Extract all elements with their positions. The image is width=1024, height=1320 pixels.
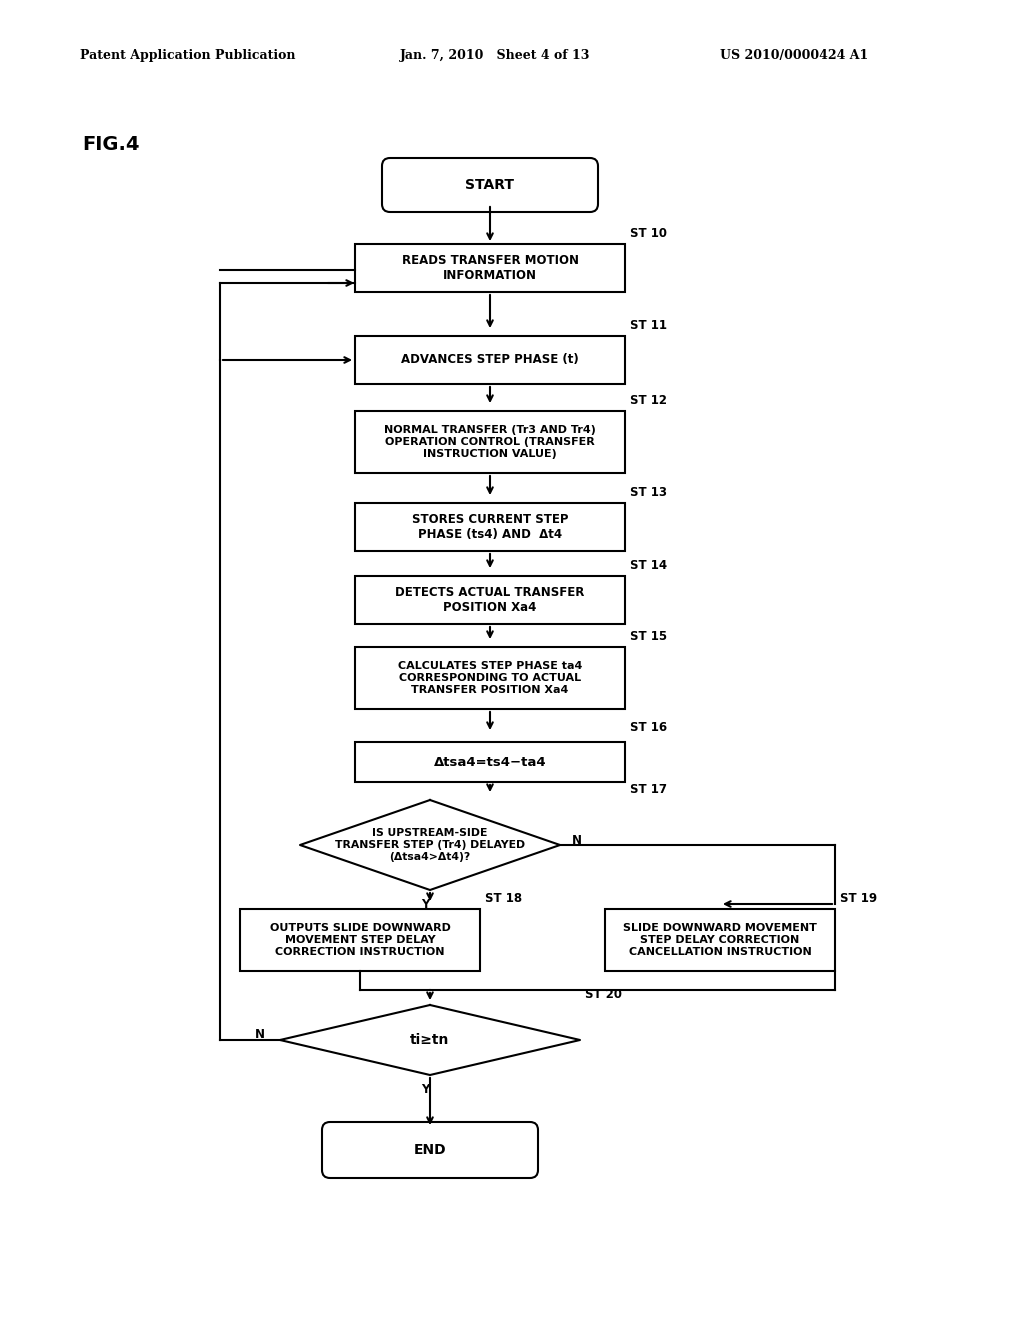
Text: NORMAL TRANSFER (Tr3 AND Tr4)
OPERATION CONTROL (TRANSFER
INSTRUCTION VALUE): NORMAL TRANSFER (Tr3 AND Tr4) OPERATION … [384, 425, 596, 458]
Text: Y: Y [421, 1082, 429, 1096]
Bar [240, 909, 480, 972]
Text: ST 13: ST 13 [630, 486, 667, 499]
Text: START: START [466, 178, 514, 191]
Text: N: N [572, 833, 582, 846]
Text: ST 15: ST 15 [630, 630, 667, 643]
Text: ADVANCES STEP PHASE (t): ADVANCES STEP PHASE (t) [401, 354, 579, 367]
Text: ST 11: ST 11 [630, 319, 667, 333]
Text: US 2010/0000424 A1: US 2010/0000424 A1 [720, 49, 868, 62]
Text: OUTPUTS SLIDE DOWNWARD
MOVEMENT STEP DELAY
CORRECTION INSTRUCTION: OUTPUTS SLIDE DOWNWARD MOVEMENT STEP DEL… [269, 924, 451, 957]
Text: READS TRANSFER MOTION
INFORMATION: READS TRANSFER MOTION INFORMATION [401, 253, 579, 282]
Bar [355, 742, 625, 781]
Bar [355, 503, 625, 550]
Text: ti≥tn: ti≥tn [411, 1034, 450, 1047]
Text: Y: Y [421, 898, 429, 911]
Text: SLIDE DOWNWARD MOVEMENT
STEP DELAY CORRECTION
CANCELLATION INSTRUCTION: SLIDE DOWNWARD MOVEMENT STEP DELAY CORRE… [623, 924, 817, 957]
Bar [355, 647, 625, 709]
Text: ST 16: ST 16 [630, 721, 667, 734]
Text: DETECTS ACTUAL TRANSFER
POSITION Xa4: DETECTS ACTUAL TRANSFER POSITION Xa4 [395, 586, 585, 614]
Text: CALCULATES STEP PHASE ta4
CORRESPONDING TO ACTUAL
TRANSFER POSITION Xa4: CALCULATES STEP PHASE ta4 CORRESPONDING … [397, 661, 583, 694]
Text: END: END [414, 1143, 446, 1158]
Text: ST 20: ST 20 [585, 987, 622, 1001]
Bar [355, 244, 625, 292]
Text: FIG.4: FIG.4 [82, 136, 139, 154]
Text: ST 10: ST 10 [630, 227, 667, 240]
Bar [355, 411, 625, 473]
Bar [605, 909, 835, 972]
Polygon shape [300, 800, 560, 890]
Text: IS UPSTREAM-SIDE
TRANSFER STEP (Tr4) DELAYED
(Δtsa4>Δt4)?: IS UPSTREAM-SIDE TRANSFER STEP (Tr4) DEL… [335, 829, 525, 862]
Text: Δtsa4=ts4−ta4: Δtsa4=ts4−ta4 [434, 755, 547, 768]
Bar [355, 337, 625, 384]
Text: Patent Application Publication: Patent Application Publication [80, 49, 296, 62]
FancyBboxPatch shape [322, 1122, 538, 1177]
FancyBboxPatch shape [382, 158, 598, 213]
Bar [355, 576, 625, 624]
Text: ST 18: ST 18 [485, 892, 522, 906]
Text: Jan. 7, 2010   Sheet 4 of 13: Jan. 7, 2010 Sheet 4 of 13 [400, 49, 591, 62]
Polygon shape [280, 1005, 580, 1074]
Text: ST 14: ST 14 [630, 558, 667, 572]
Text: STORES CURRENT STEP
PHASE (ts4) AND  Δt4: STORES CURRENT STEP PHASE (ts4) AND Δt4 [412, 513, 568, 541]
Text: ST 19: ST 19 [840, 892, 878, 906]
Text: N: N [255, 1028, 265, 1041]
Text: ST 17: ST 17 [630, 783, 667, 796]
Text: ST 12: ST 12 [630, 393, 667, 407]
